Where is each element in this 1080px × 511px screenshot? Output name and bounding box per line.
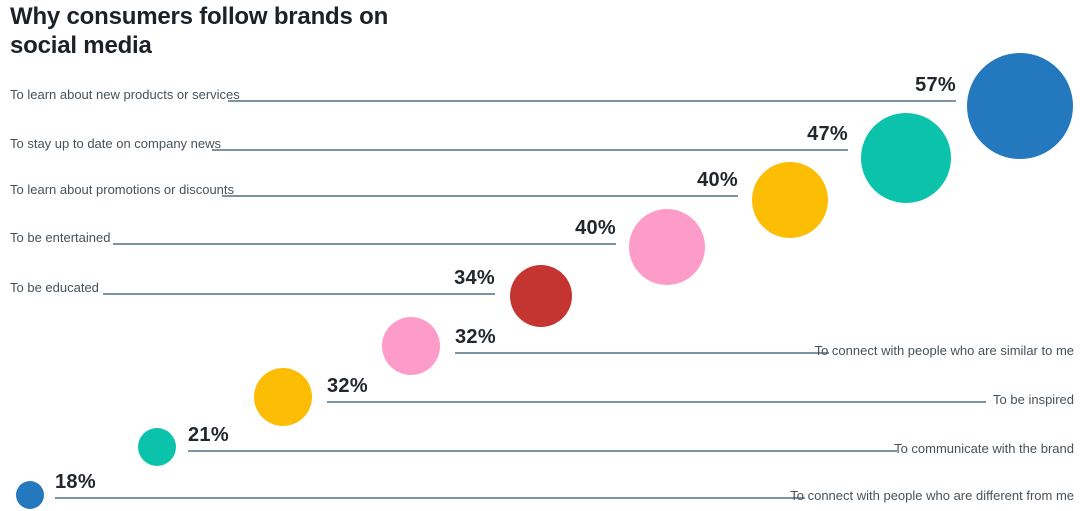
row-percent-label: 34% [454,267,495,289]
data-bubble [138,428,176,466]
row-connector-line [55,497,805,499]
data-bubble [16,481,44,509]
row-connector-line [212,149,848,151]
data-bubble [382,317,440,375]
row-category-label: To connect with people who are different… [790,488,1074,503]
row-percent-label: 40% [697,169,738,191]
row-connector-line [188,450,897,452]
row-connector-line [455,352,829,354]
row-percent-label: 32% [327,375,368,397]
row-connector-line [222,195,738,197]
row-connector-line [103,293,495,295]
row-percent-label: 47% [807,123,848,145]
row-category-label: To learn about promotions or discounts [10,182,235,197]
data-bubble [967,53,1073,159]
row-percent-label: 40% [575,217,616,239]
data-bubble [861,113,951,203]
row-connector-line [228,100,956,102]
row-percent-label: 57% [915,74,956,96]
row-category-label: To stay up to date on company news [10,136,222,151]
row-category-label: To connect with people who are similar t… [814,343,1074,358]
data-bubble [510,265,572,327]
row-category-label: To be educated [10,280,99,295]
row-percent-label: 32% [455,326,496,348]
data-bubble [629,209,705,285]
row-category-label: To learn about new products or services [10,87,240,102]
row-connector-line [327,401,986,403]
chart-title: Why consumers follow brands on social me… [10,3,389,60]
row-percent-label: 18% [55,471,96,493]
data-bubble [752,162,828,238]
row-category-label: To be inspired [993,392,1074,407]
row-category-label: To communicate with the brand [894,441,1074,456]
data-bubble [254,368,312,426]
row-percent-label: 21% [188,424,229,446]
row-category-label: To be entertained [10,230,111,245]
row-connector-line [113,243,616,245]
